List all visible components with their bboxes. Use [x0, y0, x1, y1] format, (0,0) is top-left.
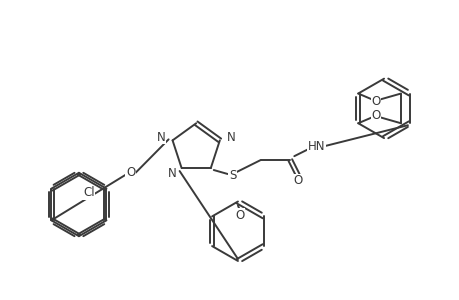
Text: O: O [235, 209, 244, 222]
Text: Cl: Cl [83, 186, 95, 199]
Text: N: N [168, 167, 176, 179]
Text: N: N [226, 131, 235, 144]
Text: HN: HN [307, 140, 324, 153]
Text: O: O [126, 166, 135, 179]
Text: O: O [371, 95, 380, 108]
Text: N: N [157, 131, 165, 144]
Text: O: O [293, 174, 302, 188]
Text: O: O [371, 109, 380, 122]
Text: S: S [229, 169, 236, 182]
